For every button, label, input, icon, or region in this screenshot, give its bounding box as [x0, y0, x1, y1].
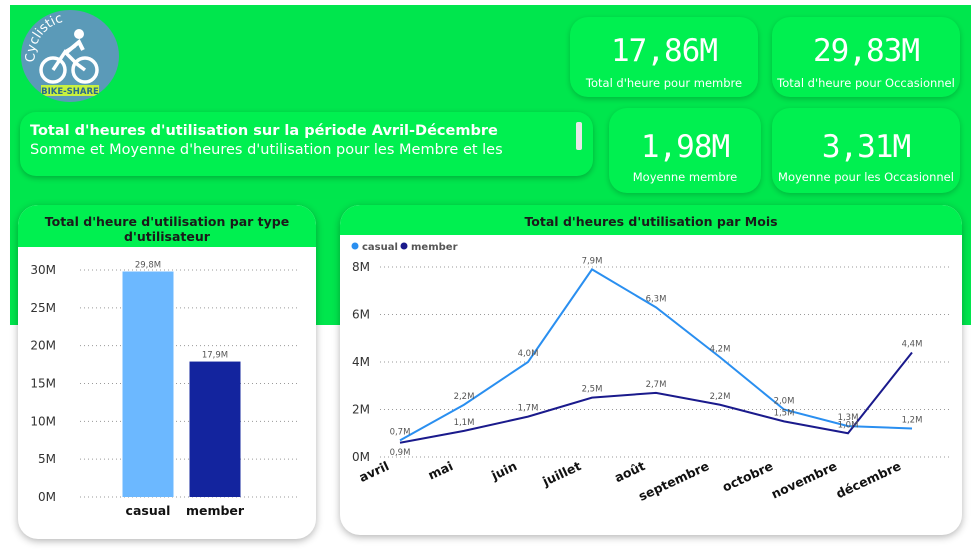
textbox-scrollbar[interactable] [576, 122, 582, 150]
legend-casual-label: casual [362, 242, 398, 253]
cyclistic-logo: Cyclistic BIKE-SHARE [21, 10, 119, 102]
kpi-value: 29,83M [813, 33, 920, 69]
summary-textbox[interactable]: Total d'heures d'utilisation sur la péri… [20, 112, 593, 176]
summary-subtitle: Somme et Moyenne d'heures d'utilisation … [30, 142, 503, 158]
y-tick-label: 0M [352, 450, 370, 464]
data-label-casual: 0,7M [390, 427, 411, 437]
logo-text-top: Cyclistic [24, 11, 65, 62]
kpi-value: 17,86M [611, 33, 718, 69]
data-label-member: 1,1M [454, 418, 475, 428]
legend-member-marker [400, 242, 408, 250]
bar-data-label: 17,9M [202, 351, 228, 361]
y-tick-label: 6M [352, 308, 370, 322]
y-tick-label: 25M [30, 301, 56, 315]
x-category-label: casual [126, 503, 171, 518]
legend-casual-marker [351, 242, 359, 250]
kpi-value: 1,98M [640, 129, 730, 165]
legend-member-label: member [411, 242, 458, 253]
x-category-label: septembre [636, 458, 711, 504]
kpi-label: Moyenne pour les Occasionnel [778, 170, 954, 184]
bar-chart-title: Total d'heure d'utilisation par type d'u… [18, 205, 316, 247]
y-tick-label: 15M [30, 377, 56, 391]
data-label-casual: 7,9M [582, 256, 603, 266]
data-label-member: 2,7M [646, 380, 667, 390]
data-label-member: 1,5M [774, 408, 795, 418]
line-chart-card[interactable]: Total d'heures d'utilisation par Mois ca… [340, 205, 962, 535]
kpi-card-total-membre: 17,86M Total d'heure pour membre [570, 17, 758, 97]
y-tick-label: 20M [30, 339, 56, 353]
x-category-label: août [612, 458, 647, 485]
logo-text-bottom: BIKE-SHARE [41, 87, 99, 97]
x-category-label: novembre [769, 458, 839, 501]
bar-data-label: 29,8M [135, 261, 161, 271]
data-label-casual: 2,0M [774, 397, 795, 407]
data-label-member: 1,0M [838, 420, 859, 430]
y-tick-label: 5M [38, 452, 56, 466]
data-label-casual: 1,3M [838, 413, 859, 423]
bar-member [189, 361, 241, 497]
kpi-card-moyenne-occasionnel: 3,31M Moyenne pour les Occasionnel [772, 108, 960, 193]
x-category-label: octobre [720, 458, 775, 494]
kpi-label: Moyenne membre [632, 170, 738, 184]
series-line-member [399, 351, 913, 444]
x-category-label: mai [426, 458, 456, 482]
data-label-member: 1,7M [518, 404, 539, 414]
data-label-casual: 1,2M [902, 416, 923, 426]
x-category-label: member [186, 503, 245, 518]
kpi-card-total-occasionnel: 29,83M Total d'heure pour Occasionnel [772, 17, 960, 97]
data-label-casual: 4,2M [710, 344, 731, 354]
y-tick-label: 0M [38, 490, 56, 504]
x-category-label: juin [488, 458, 519, 483]
kpi-card-moyenne-membre: 1,98M Moyenne membre [609, 108, 761, 193]
rider-head-icon [74, 29, 84, 39]
data-label-member: 2,5M [582, 385, 603, 395]
x-category-label: juillet [539, 458, 583, 489]
summary-title: Total d'heures d'utilisation sur la péri… [30, 123, 498, 139]
kpi-label: Total d'heure pour membre [585, 76, 743, 90]
bar-chart-svg: 0M 5M 10M 15M 20M 25M 30M 29,8M casual 17,9M membe… [30, 261, 300, 518]
kpi-label: Total d'heure pour Occasionnel [777, 76, 955, 90]
data-label-casual: 2,2M [454, 392, 475, 402]
bar-casual [122, 271, 174, 497]
bicycle-icon [39, 44, 99, 84]
line-chart-title: Total d'heures d'utilisation par Mois [340, 205, 962, 235]
data-label-casual: 4,0M [518, 349, 539, 359]
y-tick-label: 8M [352, 260, 370, 274]
x-category-label: décembre [834, 458, 904, 501]
series-line-casual [399, 268, 913, 442]
bar-chart-card[interactable]: Total d'heure d'utilisation par type d'u… [18, 205, 316, 539]
y-tick-label: 2M [352, 403, 370, 417]
kpi-value: 3,31M [821, 129, 911, 165]
line-chart-svg: casual member 0M 2M 4M 6M 8M 0,7M 2,2M 4,0M 7,9M 6,… [351, 242, 950, 504]
data-label-member: 2,2M [710, 392, 731, 402]
data-label-casual: 6,3M [646, 294, 667, 304]
data-label-member: 0,9M [390, 448, 411, 458]
y-tick-label: 4M [352, 355, 370, 369]
data-label-member: 4,4M [902, 340, 923, 350]
y-tick-label: 10M [30, 414, 56, 428]
y-tick-label: 30M [30, 263, 56, 277]
